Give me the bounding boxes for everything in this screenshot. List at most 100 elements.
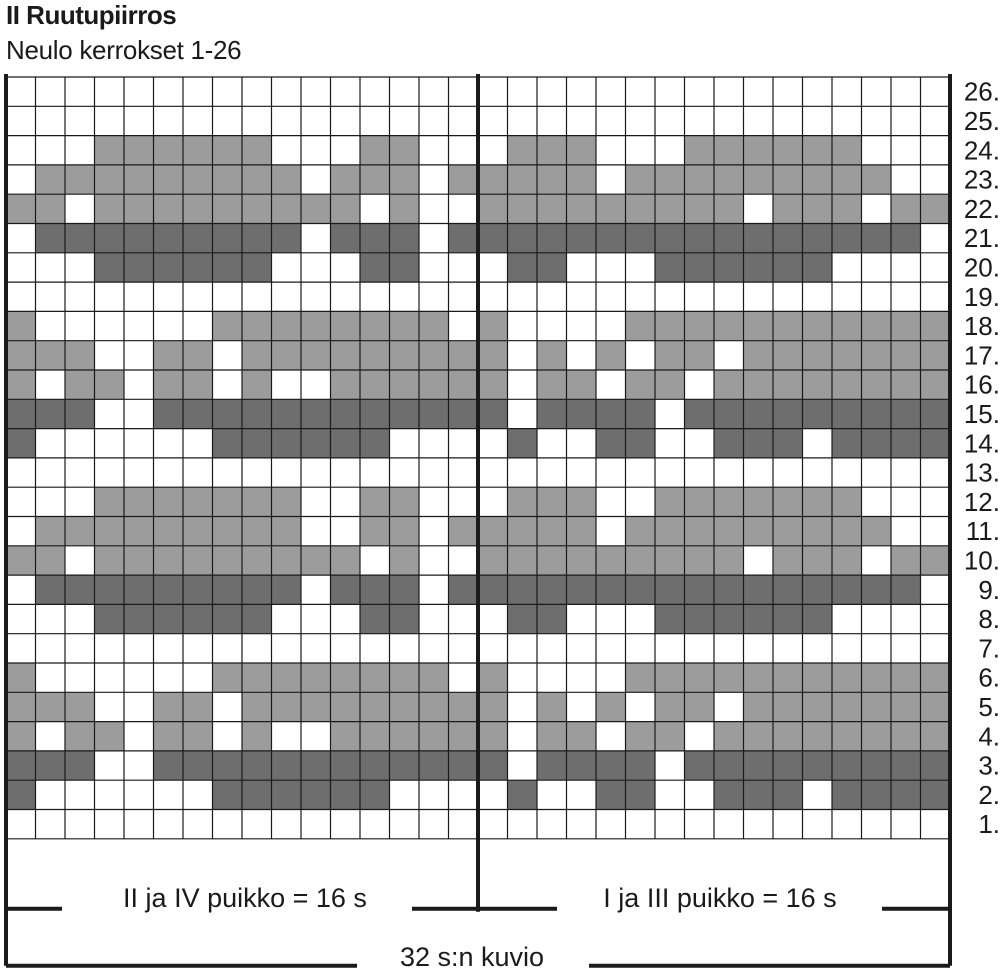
chart-cell [419,370,449,400]
chart-cell [419,663,449,693]
chart-cell [35,516,65,546]
chart-cell [271,282,301,312]
chart-cell [94,604,124,634]
chart-cell [448,809,478,839]
chart-cell [183,311,213,341]
chart-cell [271,750,301,781]
chart-cell [330,77,360,107]
chart-cell [773,399,803,429]
chart-cell [920,340,950,370]
chart-cell [124,750,154,781]
chart-cell [625,399,655,429]
chart-cell [684,750,714,781]
chart-cell [448,370,478,400]
chart-cell [478,487,508,517]
chart-cell [389,194,419,224]
chart-cell [271,340,301,370]
chart-cell [773,370,803,400]
chart-cell [507,457,537,488]
chart-cell [153,809,183,839]
chart-cell [507,575,537,605]
chart-cell [212,223,242,253]
chart-cell [743,545,773,576]
chart-cell [6,721,36,751]
chart-cell [153,135,183,165]
chart-cell [891,252,921,283]
chart-cell [684,721,714,751]
chart-cell [419,252,449,283]
chart-cell [183,750,213,781]
chart-cell [212,487,242,517]
chart-cell [920,135,950,165]
chart-cell [861,487,891,517]
chart-cell [625,77,655,107]
chart-cell [891,428,921,458]
chart-cell [330,545,360,576]
chart-cell [301,750,331,781]
chart-cell [153,311,183,341]
chart-cell [684,311,714,341]
chart-cell [625,663,655,693]
chart-cell [655,633,685,663]
chart-cell [212,135,242,165]
chart-cell [242,282,272,312]
chart-cell [124,457,154,488]
chart-cell [655,663,685,693]
chart-cell [596,604,626,634]
chart-cell [153,370,183,400]
row-label: 23. [964,165,1000,195]
chart-cell [301,252,331,283]
chart-cell [655,428,685,458]
chart-cell [6,164,36,195]
chart-cell [419,428,449,458]
chart-cell [35,487,65,517]
chart-cell [419,340,449,370]
chart-cell [65,780,95,810]
chart-cell [920,516,950,546]
chart-cell [212,575,242,605]
chart-cell [714,750,744,781]
chart-cell [153,223,183,253]
chart-cell [832,663,862,693]
chart-cell [35,809,65,839]
chart-cell [891,604,921,634]
chart-cell [861,370,891,400]
chart-cell [153,340,183,370]
chart-cell [448,428,478,458]
chart-cell [419,311,449,341]
chart-cell [566,633,596,663]
chart-cell [861,106,891,136]
chart-cell [507,604,537,634]
chart-cell [301,575,331,605]
chart-cell [6,604,36,634]
chart-cell [389,809,419,839]
chart-cell [271,604,301,634]
chart-cell [802,457,832,488]
chart-cell [625,106,655,136]
chart-cell [743,223,773,253]
chart-cell [655,135,685,165]
chart-cell [920,164,950,195]
chart-cell [566,223,596,253]
chart-cell [891,194,921,224]
chart-cell [330,721,360,751]
chart-cell [65,809,95,839]
chart-cell [389,282,419,312]
chart-cell [832,135,862,165]
chart-cell [832,750,862,781]
chart-cell [242,223,272,253]
chart-cell [94,750,124,781]
chart-cell [537,545,567,576]
chart-cell [625,194,655,224]
chart-cell [330,575,360,605]
chart-cell [714,399,744,429]
chart-cell [271,487,301,517]
chart-cell [94,194,124,224]
chart-cell [242,106,272,136]
chart-cell [330,252,360,283]
chart-cell [419,692,449,722]
chart-cell [655,545,685,576]
chart-cell [920,311,950,341]
chart-cell [124,575,154,605]
chart-cell [507,164,537,195]
